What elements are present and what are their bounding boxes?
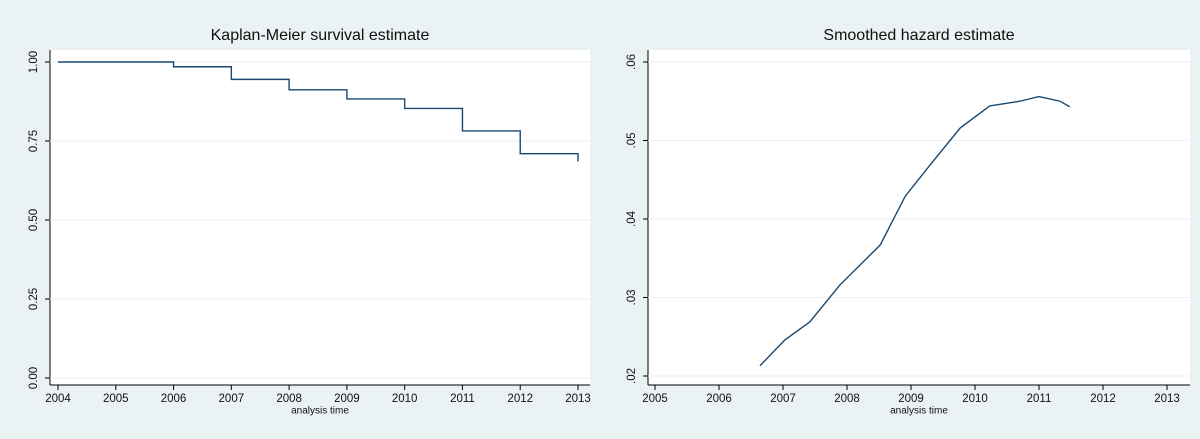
x-tick-label: 2008 xyxy=(834,393,860,405)
x-axis-title: analysis time xyxy=(890,406,948,417)
x-tick-label: 2009 xyxy=(898,393,924,405)
hazard-line xyxy=(759,95,1071,367)
y-tick-label: 0.25 xyxy=(28,288,40,310)
x-axis-title: analysis time xyxy=(291,406,349,417)
chart-title: Kaplan-Meier survival estimate xyxy=(211,27,430,44)
plot-area xyxy=(648,50,1190,385)
x-tick-label: 2013 xyxy=(1154,393,1180,405)
x-tick-label: 2005 xyxy=(642,393,668,405)
y-tick-label: 0.75 xyxy=(28,130,40,152)
x-tick-label: 2009 xyxy=(334,393,360,405)
y-tick-label: .06 xyxy=(626,54,638,70)
y-tick-label: .02 xyxy=(626,368,638,384)
x-tick-label: 2010 xyxy=(392,393,418,405)
x-tick-label: 2011 xyxy=(450,393,475,405)
x-tick-label: 2007 xyxy=(219,393,245,405)
y-tick-label: 1.00 xyxy=(28,51,40,73)
x-tick-label: 2004 xyxy=(45,393,71,405)
x-tick-label: 2013 xyxy=(565,393,591,405)
x-tick-label: 2006 xyxy=(161,393,187,405)
x-tick-label: 2011 xyxy=(1027,393,1052,405)
x-tick-label: 2012 xyxy=(1090,393,1116,405)
y-tick-label: .03 xyxy=(626,290,638,306)
survival-line xyxy=(58,61,579,162)
x-tick-label: 2005 xyxy=(103,393,129,405)
x-tick-label: 2006 xyxy=(706,393,732,405)
y-tick-label: .04 xyxy=(626,210,638,227)
x-tick-label: 2007 xyxy=(770,393,796,405)
y-tick-label: 0.00 xyxy=(28,367,40,389)
x-tick-label: 2008 xyxy=(276,393,302,405)
x-tick-label: 2010 xyxy=(962,393,988,405)
chart-title: Smoothed hazard estimate xyxy=(823,27,1014,44)
y-tick-label: 0.50 xyxy=(28,209,40,231)
y-tick-label: .05 xyxy=(626,133,638,149)
x-tick-label: 2012 xyxy=(507,393,533,405)
plot-area xyxy=(50,50,590,385)
